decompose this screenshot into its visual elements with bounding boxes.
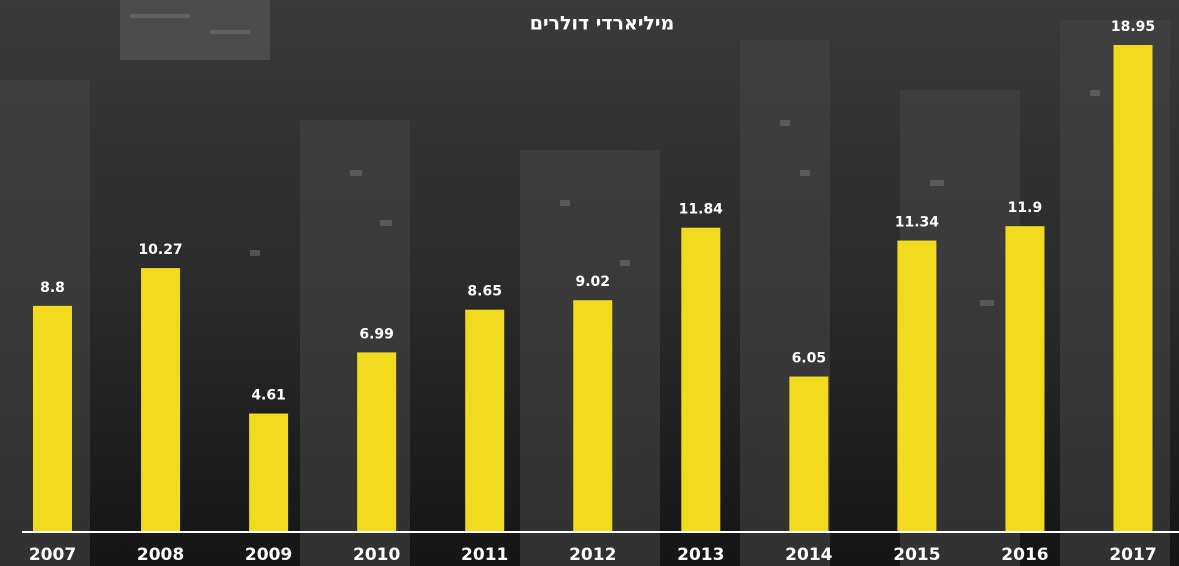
bar xyxy=(573,300,613,531)
x-tick-label: 2014 xyxy=(785,545,832,565)
chart-title: מיליארדי דולרים xyxy=(530,13,675,35)
x-tick-label: 2015 xyxy=(893,545,940,565)
value-label: 18.95 xyxy=(1111,19,1155,35)
value-label: 11.9 xyxy=(1008,200,1043,216)
value-label: 10.27 xyxy=(138,242,182,258)
value-label: 8.65 xyxy=(467,284,502,300)
background-windows xyxy=(130,14,1100,306)
bar xyxy=(357,352,397,531)
bar xyxy=(249,413,289,531)
x-tick-label: 2016 xyxy=(1001,545,1048,565)
bar xyxy=(681,227,721,531)
bar xyxy=(789,376,829,531)
value-label: 11.84 xyxy=(679,202,724,218)
x-tick-label: 2010 xyxy=(353,545,400,565)
bar xyxy=(897,240,937,531)
x-tick-label: 2017 xyxy=(1109,545,1156,565)
value-label: 8.8 xyxy=(40,280,65,296)
value-label: 4.61 xyxy=(251,388,286,404)
x-tick-label: 2009 xyxy=(245,545,292,565)
bar xyxy=(465,309,505,531)
bar xyxy=(33,305,72,531)
value-label: 6.05 xyxy=(792,351,827,367)
bar xyxy=(141,268,181,531)
x-tick-label: 2007 xyxy=(29,545,76,565)
x-tick-label: 2013 xyxy=(677,545,724,565)
bar xyxy=(1005,226,1045,531)
x-tick-label: 2012 xyxy=(569,545,616,565)
x-tick-label: 2011 xyxy=(461,545,508,565)
value-label: 9.02 xyxy=(575,274,610,290)
bar xyxy=(1113,45,1153,531)
x-tick-label: 2008 xyxy=(137,545,184,565)
value-label: 11.34 xyxy=(895,215,940,231)
value-label: 6.99 xyxy=(359,326,394,342)
